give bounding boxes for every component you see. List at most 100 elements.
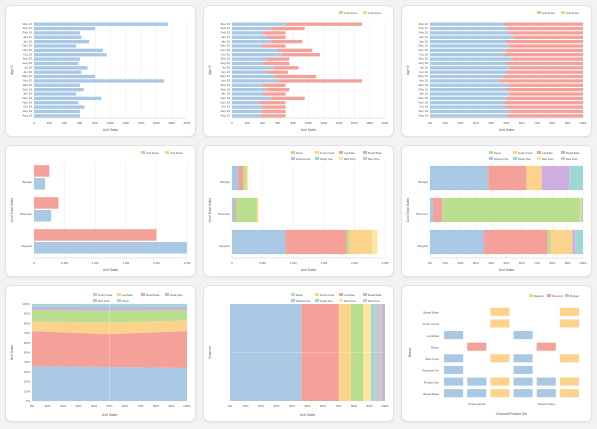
bar: [232, 66, 275, 70]
legend-swatch: [339, 11, 343, 14]
heat-cell: [490, 319, 510, 328]
legend-swatch: [165, 151, 169, 154]
chart-7: 0% 10% 20% 30% 40% 50% 60% 70% 80% 90% 100% 0% 10% 20…: [10, 293, 191, 417]
bar: [372, 229, 378, 255]
y-tick-label: Jul 20: [222, 65, 230, 69]
x-tick-label: Supermarket: [538, 402, 555, 406]
bar: [34, 70, 82, 74]
chart-1: 0 20K 40K 60K 80K 100K 120K 140K 160K 180K 200K Uni…: [10, 22, 191, 132]
y-tick-label: Sep 20: [22, 57, 32, 61]
bar: [262, 105, 286, 109]
bar: [506, 105, 583, 109]
heat-cell: [536, 389, 556, 398]
chart-8: 0% 10% 20% 30% 40% 50% 60% 70% 80% 90% 100% Unit Sa…: [208, 293, 389, 417]
legend-swatch: [339, 293, 343, 296]
bar: [430, 53, 504, 57]
x-tick-label: 160K: [153, 121, 160, 125]
x-tick-label: 70%: [534, 261, 540, 265]
x-tick-label: 20K: [47, 121, 52, 125]
legend-label: Best Fries: [368, 299, 380, 303]
bar: [550, 229, 573, 255]
bar: [261, 114, 286, 118]
x-tick-label: 70%: [137, 404, 143, 408]
y-tick-label: Ready Dec: [424, 380, 439, 384]
y-tick-label: Feb 19: [419, 87, 429, 91]
bar: [238, 165, 244, 191]
y-tick-label: 50%: [24, 351, 30, 355]
y-tick-label: Aug 20: [418, 61, 428, 65]
x-tick-label: 10%: [442, 261, 448, 265]
x-tick-label: 100K: [107, 121, 114, 125]
y-tick-label: Regular: [417, 244, 428, 248]
y-tick-label: Premium: [416, 212, 429, 216]
y-tick-label: Nov 20: [220, 48, 230, 52]
legend-label: Reset: [296, 151, 303, 155]
heat-cell: [559, 377, 579, 386]
bar: [34, 229, 157, 241]
bar: [509, 92, 583, 96]
bar: [503, 74, 583, 79]
legend-swatch: [315, 299, 319, 302]
bar: [232, 39, 272, 44]
y-tick-label: Nov 20: [22, 48, 32, 52]
y-axis-title: Unit Sales: [10, 344, 14, 360]
x-tick-label: 30%: [473, 261, 479, 265]
x-tick-label: 20%: [458, 121, 464, 125]
y-tick-label: 80%: [24, 321, 30, 325]
y-tick-label: 10%: [24, 389, 30, 393]
legend-label: Fresh Creek: [320, 293, 335, 297]
y-tick-label: Jun 20: [221, 70, 230, 74]
chart-card-6: 0% 10% 20% 30% 40% 50% 60% 70% 80% 90% 100% Unit Sa…: [401, 145, 592, 277]
bar: [430, 66, 510, 70]
x-tick-label: 100%: [183, 404, 191, 408]
y-tick-label: Dec 20: [220, 44, 230, 48]
legend-swatch: [339, 157, 343, 160]
x-tick-label: 60%: [519, 121, 525, 125]
bar: [569, 165, 583, 191]
y-tick-label: Nov 20: [418, 48, 428, 52]
bar: [34, 101, 79, 105]
bar: [506, 39, 583, 44]
legend-label: Ready Dec: [518, 157, 532, 161]
legend-swatch: [93, 299, 97, 302]
y-tick-label: Budget: [418, 180, 428, 184]
legend-swatch: [93, 293, 97, 296]
legend-label: Reset: [122, 299, 129, 303]
bar: [433, 197, 443, 223]
chart-card-1: 0 20K 40K 60K 80K 100K 120K 140K 160K 180K 200K Uni…: [5, 5, 196, 137]
y-tick-label: Oct 19: [221, 105, 230, 109]
x-tick-label: 100%: [579, 121, 587, 125]
y-tick-label: 20%: [24, 380, 30, 384]
x-tick-label: 0%: [428, 121, 433, 125]
y-tick-label: 100%: [22, 302, 30, 306]
x-tick-label: 10%: [44, 404, 50, 408]
bar: [285, 22, 363, 26]
bar: [274, 66, 299, 70]
bar: [34, 44, 77, 48]
bar: [262, 61, 290, 66]
chart-card-4: 0 0.5M 1.0M 1.5M 2.0M 2.5M Unit Sales Cust Tota…: [5, 145, 196, 277]
legend-swatch: [513, 151, 517, 154]
bar: [506, 48, 583, 53]
x-tick-label: 60%: [122, 404, 128, 408]
x-tick-label: 0%: [228, 404, 233, 408]
x-tick-label: 0: [231, 121, 233, 125]
y-tick-label: Jun 20: [23, 70, 32, 74]
y-tick-label: Mar 20: [221, 22, 231, 26]
y-tick-label: Jan 19: [221, 92, 230, 96]
y-tick-label: Feb 21: [23, 26, 33, 30]
x-tick-label: 2.5M: [382, 261, 389, 265]
bar: [34, 242, 187, 254]
y-tick-label: Apr 20: [23, 79, 32, 83]
bar: [430, 70, 507, 74]
legend-label: Grid Series: [566, 11, 580, 15]
bar: [34, 74, 96, 79]
legend-label: Reset: [494, 151, 501, 155]
legend-label: Grid Series: [170, 151, 184, 155]
legend-label: Reduced No: [296, 157, 311, 161]
bar: [245, 165, 248, 191]
y-tick-label: Feb 20: [221, 31, 231, 35]
bar: [232, 35, 267, 39]
bar: [430, 35, 515, 39]
heat-cell: [513, 354, 533, 363]
